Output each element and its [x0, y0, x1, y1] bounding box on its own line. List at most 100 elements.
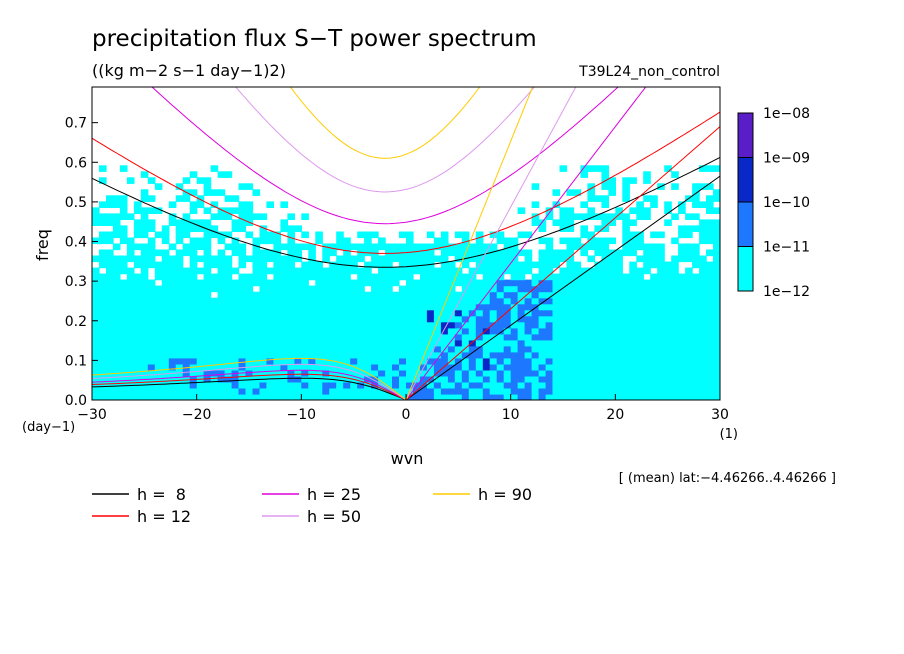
- spectrum-cell: [203, 339, 212, 347]
- spectrum-cell: [475, 297, 484, 305]
- spectrum-cell: [413, 394, 421, 400]
- spectrum-cell: [657, 327, 665, 335]
- spectrum-cell: [364, 388, 372, 395]
- spectrum-cell: [699, 357, 707, 365]
- spectrum-cell: [336, 255, 344, 263]
- spectrum-cell: [399, 255, 407, 263]
- spectrum-cell: [280, 388, 288, 395]
- spectrum-cell: [252, 363, 261, 371]
- spectrum-cell: [426, 309, 435, 317]
- spectrum-cell: [406, 381, 414, 389]
- spectrum-cell: [329, 315, 337, 323]
- spectrum-cell: [573, 351, 582, 359]
- spectrum-cell: [489, 255, 498, 263]
- spectrum-cell: [678, 345, 686, 353]
- spectrum-cell: [664, 357, 672, 365]
- spectrum-cell: [168, 297, 177, 305]
- spectrum-cell: [357, 321, 365, 329]
- spectrum-cell: [217, 291, 226, 299]
- spectrum-cell: [489, 303, 498, 311]
- spectrum-cell: [461, 339, 470, 347]
- spectrum-cell: [231, 315, 240, 323]
- spectrum-cell: [322, 327, 330, 335]
- spectrum-cell: [573, 189, 582, 196]
- spectrum-cell: [168, 394, 177, 400]
- spectrum-cell: [106, 297, 114, 305]
- spectrum-cell: [259, 309, 268, 317]
- spectrum-cell: [106, 303, 114, 311]
- spectrum-cell: [112, 351, 121, 359]
- spectrum-cell: [161, 333, 170, 341]
- spectrum-cell: [454, 303, 463, 311]
- spectrum-cell: [189, 243, 198, 251]
- spectrum-cell: [273, 303, 281, 311]
- spectrum-cell: [343, 394, 351, 400]
- spectrum-cell: [692, 351, 700, 359]
- spectrum-cell: [580, 201, 588, 208]
- spectrum-cell: [238, 201, 247, 208]
- spectrum-cell: [664, 261, 672, 269]
- spectrum-cell: [99, 297, 107, 305]
- spectrum-cell: [315, 297, 323, 305]
- spectrum-cell: [189, 189, 198, 196]
- spectrum-cell: [545, 327, 554, 335]
- spectrum-cell: [126, 177, 135, 184]
- spectrum-cell: [245, 351, 254, 359]
- spectrum-cell: [531, 201, 540, 208]
- spectrum-cell: [552, 201, 561, 208]
- spectrum-cell: [657, 249, 665, 257]
- spectrum-cell: [713, 369, 720, 377]
- spectrum-cell: [224, 309, 233, 317]
- spectrum-cell: [510, 394, 519, 400]
- spectrum-cell: [475, 255, 484, 263]
- spectrum-cell: [420, 321, 428, 329]
- spectrum-cell: [322, 321, 330, 329]
- spectrum-cell: [671, 291, 679, 299]
- spectrum-cell: [454, 369, 463, 377]
- spectrum-cell: [287, 231, 295, 239]
- spectrum-cell: [147, 195, 156, 202]
- spectrum-cell: [510, 327, 519, 335]
- spectrum-cell: [301, 381, 309, 389]
- spectrum-cell: [629, 243, 637, 251]
- spectrum-cell: [420, 291, 428, 299]
- spectrum-cell: [392, 291, 400, 299]
- spectrum-cell: [420, 369, 428, 377]
- spectrum-cell: [447, 279, 456, 287]
- spectrum-cell: [531, 309, 540, 317]
- spectrum-cell: [426, 369, 435, 377]
- spectrum-cell: [552, 375, 561, 383]
- spectrum-cell: [475, 345, 484, 353]
- spectrum-cell: [245, 273, 254, 281]
- spectrum-cell: [566, 345, 575, 353]
- spectrum-cell: [440, 297, 449, 305]
- spectrum-cell: [126, 394, 135, 400]
- spectrum-cell: [119, 195, 128, 202]
- spectrum-cell: [559, 345, 568, 353]
- spectrum-cell: [426, 297, 435, 305]
- spectrum-cell: [601, 267, 609, 275]
- spectrum-cell: [224, 285, 233, 293]
- spectrum-cell: [301, 273, 309, 281]
- spectrum-cell: [489, 297, 498, 305]
- spectrum-cell: [329, 339, 337, 347]
- spectrum-cell: [664, 279, 672, 287]
- spectrum-cell: [531, 291, 540, 299]
- spectrum-cell: [629, 285, 637, 293]
- spectrum-cell: [510, 249, 519, 257]
- spectrum-cell: [699, 381, 707, 389]
- spectrum-cell: [259, 303, 268, 311]
- spectrum-cell: [713, 381, 720, 389]
- spectrum-cell: [636, 291, 644, 299]
- spectrum-cell: [106, 261, 114, 269]
- spectrum-cell: [622, 315, 630, 323]
- spectrum-cell: [517, 321, 526, 329]
- spectrum-cell: [615, 351, 623, 359]
- spectrum-cell: [461, 285, 470, 293]
- spectrum-cell: [182, 303, 191, 311]
- spectrum-cell: [713, 195, 720, 202]
- spectrum-cell: [399, 285, 407, 293]
- spectrum-cell: [406, 351, 414, 359]
- spectrum-cell: [650, 231, 658, 239]
- spectrum-cell: [168, 303, 177, 311]
